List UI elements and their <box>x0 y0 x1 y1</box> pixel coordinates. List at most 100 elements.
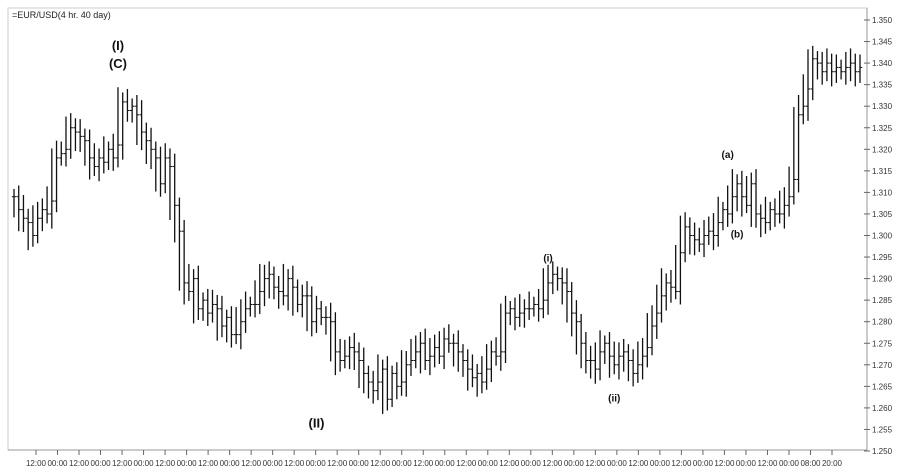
price-bar <box>721 202 725 230</box>
x-tick-label: 12:00 <box>370 459 391 468</box>
price-bar <box>513 298 517 331</box>
y-tick-label: 1.340 <box>872 59 893 68</box>
price-bar <box>707 217 711 245</box>
wave-labels: (I)(C)(II)(i)(ii)(a)(b) <box>109 38 744 430</box>
price-bar <box>730 169 734 223</box>
price-bar <box>116 87 120 167</box>
y-tick-label: 1.295 <box>872 253 893 262</box>
price-bar <box>711 213 715 250</box>
x-tick-label: 00:00 <box>392 459 413 468</box>
price-bar <box>432 335 436 368</box>
price-bar <box>466 349 470 390</box>
price-bar <box>763 197 767 234</box>
price-bar <box>286 269 290 310</box>
y-axis: 1.250 1.255 1.260 1.265 1.270 1.275 1.280 1.285… <box>864 16 893 456</box>
price-bar <box>106 142 110 170</box>
price-bar <box>418 332 422 373</box>
price-bar <box>267 261 271 298</box>
price-bar <box>201 292 205 320</box>
price-bar <box>26 209 30 250</box>
price-bar <box>78 119 82 152</box>
price-bar <box>437 331 441 364</box>
price-bar <box>243 292 247 333</box>
price-bar <box>593 342 597 383</box>
price-bar <box>258 264 262 314</box>
price-bar <box>305 281 309 331</box>
price-bar <box>399 350 403 396</box>
price-bar <box>536 289 540 322</box>
x-tick-label: 00:00 <box>779 459 800 468</box>
price-bar <box>64 117 68 167</box>
price-bar <box>295 279 299 312</box>
wave-label: (C) <box>109 56 127 71</box>
price-bar <box>92 143 96 176</box>
price-bar <box>196 266 200 320</box>
price-bar <box>83 129 87 166</box>
price-bar <box>574 300 578 354</box>
price-bar <box>125 89 129 122</box>
price-bar <box>858 54 862 82</box>
price-bar <box>848 48 852 81</box>
price-bar <box>829 54 833 87</box>
x-tick-label: 12:00 <box>284 459 305 468</box>
price-bar <box>253 280 257 317</box>
price-bar <box>626 344 630 381</box>
x-tick-label: 12:00 <box>112 459 133 468</box>
wave-label: (b) <box>731 230 744 241</box>
price-bar <box>35 202 39 243</box>
x-tick-label: 12:00 <box>327 459 348 468</box>
y-tick-label: 1.335 <box>872 81 893 90</box>
price-bar <box>343 340 347 368</box>
price-bar <box>773 198 777 226</box>
price-bar <box>210 290 214 323</box>
price-bar <box>494 337 498 365</box>
price-bar <box>749 173 753 227</box>
x-tick-label: 00:00 <box>521 459 542 468</box>
wave-label: (I) <box>112 38 124 53</box>
x-tick-label: 12:00 <box>198 459 219 468</box>
price-bar <box>276 276 280 309</box>
price-bar <box>461 344 465 377</box>
x-tick-label: 12:00 <box>757 459 778 468</box>
price-bar <box>801 74 805 124</box>
price-bar <box>409 339 413 376</box>
x-tick-label: 12:00 <box>241 459 262 468</box>
x-tick-label: 00:00 <box>91 459 112 468</box>
price-bar <box>172 154 176 243</box>
price-bar <box>262 265 266 306</box>
price-bar <box>673 245 677 299</box>
x-tick-label: 00:00 <box>47 459 68 468</box>
x-tick-label: 00:00 <box>435 459 456 468</box>
price-bar <box>447 324 451 352</box>
price-bar <box>631 349 635 386</box>
price-bar <box>839 60 843 80</box>
price-bar <box>442 328 446 369</box>
price-bar <box>669 270 673 303</box>
price-bar <box>621 339 625 372</box>
price-bar <box>759 204 763 237</box>
price-bar <box>149 128 153 169</box>
price-bar <box>825 48 829 81</box>
x-tick-label: 00:00 <box>607 459 628 468</box>
y-tick-label: 1.350 <box>872 16 893 25</box>
y-tick-label: 1.275 <box>872 339 893 348</box>
x-tick-label: 00:00 <box>564 459 585 468</box>
price-bar <box>645 313 649 367</box>
price-bar <box>598 330 602 380</box>
price-bar <box>130 98 134 122</box>
price-bar <box>206 289 210 326</box>
price-bar <box>787 167 791 217</box>
price-bar <box>352 333 356 370</box>
price-bar <box>224 310 228 343</box>
price-bar <box>603 335 607 363</box>
price-bar <box>555 267 559 291</box>
x-tick-label: 00:00 <box>349 459 370 468</box>
x-tick-label: 00:00 <box>736 459 757 468</box>
price-bar <box>281 264 285 305</box>
price-bar <box>725 186 729 227</box>
price-bar <box>640 338 644 379</box>
price-bar <box>503 296 507 363</box>
price-bar <box>414 335 418 368</box>
price-bar <box>102 136 106 173</box>
x-tick-label: 00:00 <box>220 459 241 468</box>
